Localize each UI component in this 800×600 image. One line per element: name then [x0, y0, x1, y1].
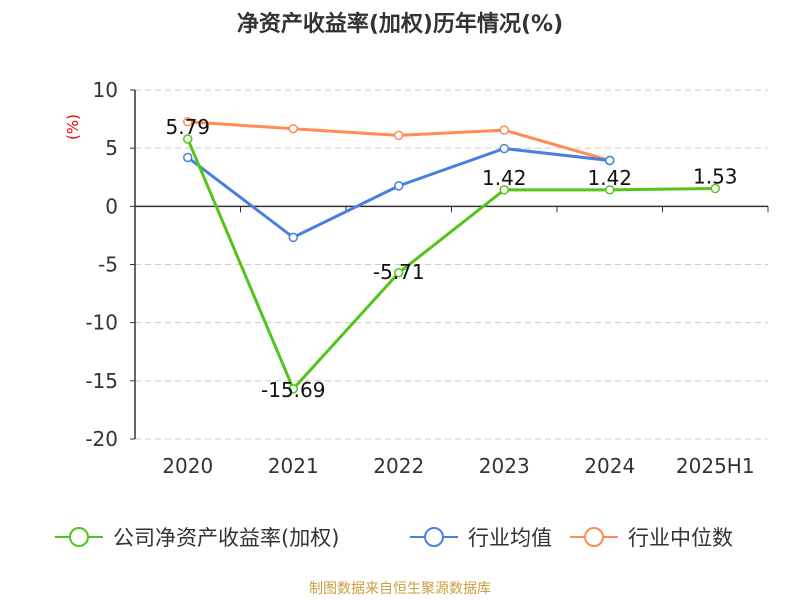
legend-label: 行业中位数 — [628, 526, 733, 550]
y-tick-label: 5 — [105, 136, 118, 160]
legend-label: 行业均值 — [468, 526, 552, 550]
data-label: 5.79 — [165, 115, 210, 139]
data-point — [183, 152, 193, 163]
x-tick-label: 2020 — [162, 454, 213, 478]
source-footer: 制图数据来自恒生聚源数据库 — [309, 581, 491, 597]
y-tick-label: 10 — [93, 78, 118, 102]
series-line-0 — [186, 138, 716, 392]
data-point — [710, 183, 720, 194]
data-label: 1.53 — [693, 165, 738, 189]
legend-label: 公司净资产收益率(加权) — [113, 526, 339, 550]
y-axis-label: (%) — [64, 114, 82, 140]
data-point — [288, 232, 298, 243]
x-tick-label: 2025H1 — [676, 454, 755, 478]
y-tick-label: -5 — [98, 253, 118, 277]
legend-circle-icon — [69, 527, 89, 547]
data-label: 1.42 — [482, 166, 527, 190]
y-tick-label: -20 — [85, 427, 118, 451]
x-tick-label: 2023 — [479, 454, 530, 478]
x-tick-label: 2021 — [268, 454, 319, 478]
data-point — [288, 384, 298, 394]
data-point — [499, 125, 509, 135]
legend-circle-icon — [584, 527, 604, 547]
data-label: -5.71 — [373, 260, 425, 284]
data-label: 1.42 — [587, 166, 632, 190]
data-point — [605, 185, 615, 195]
data-label: -15.69 — [261, 378, 325, 402]
legend-circle-icon — [424, 527, 444, 547]
data-point — [394, 181, 404, 191]
data-point — [183, 134, 193, 144]
x-tick-label: 2024 — [584, 454, 635, 478]
x-tick-label: 2022 — [373, 454, 424, 478]
data-point — [394, 268, 404, 278]
chart-title: 净资产收益率(加权)历年情况(%) — [236, 12, 564, 37]
data-point — [499, 185, 509, 195]
series-line-1 — [186, 146, 610, 240]
data-point — [499, 143, 509, 154]
data-point — [394, 130, 404, 141]
y-tick-label: -10 — [85, 311, 118, 335]
data-point — [288, 123, 298, 134]
data-point — [183, 117, 193, 127]
y-tick-label: 0 — [105, 194, 118, 218]
data-point — [605, 155, 615, 166]
y-tick-label: -15 — [85, 369, 118, 393]
